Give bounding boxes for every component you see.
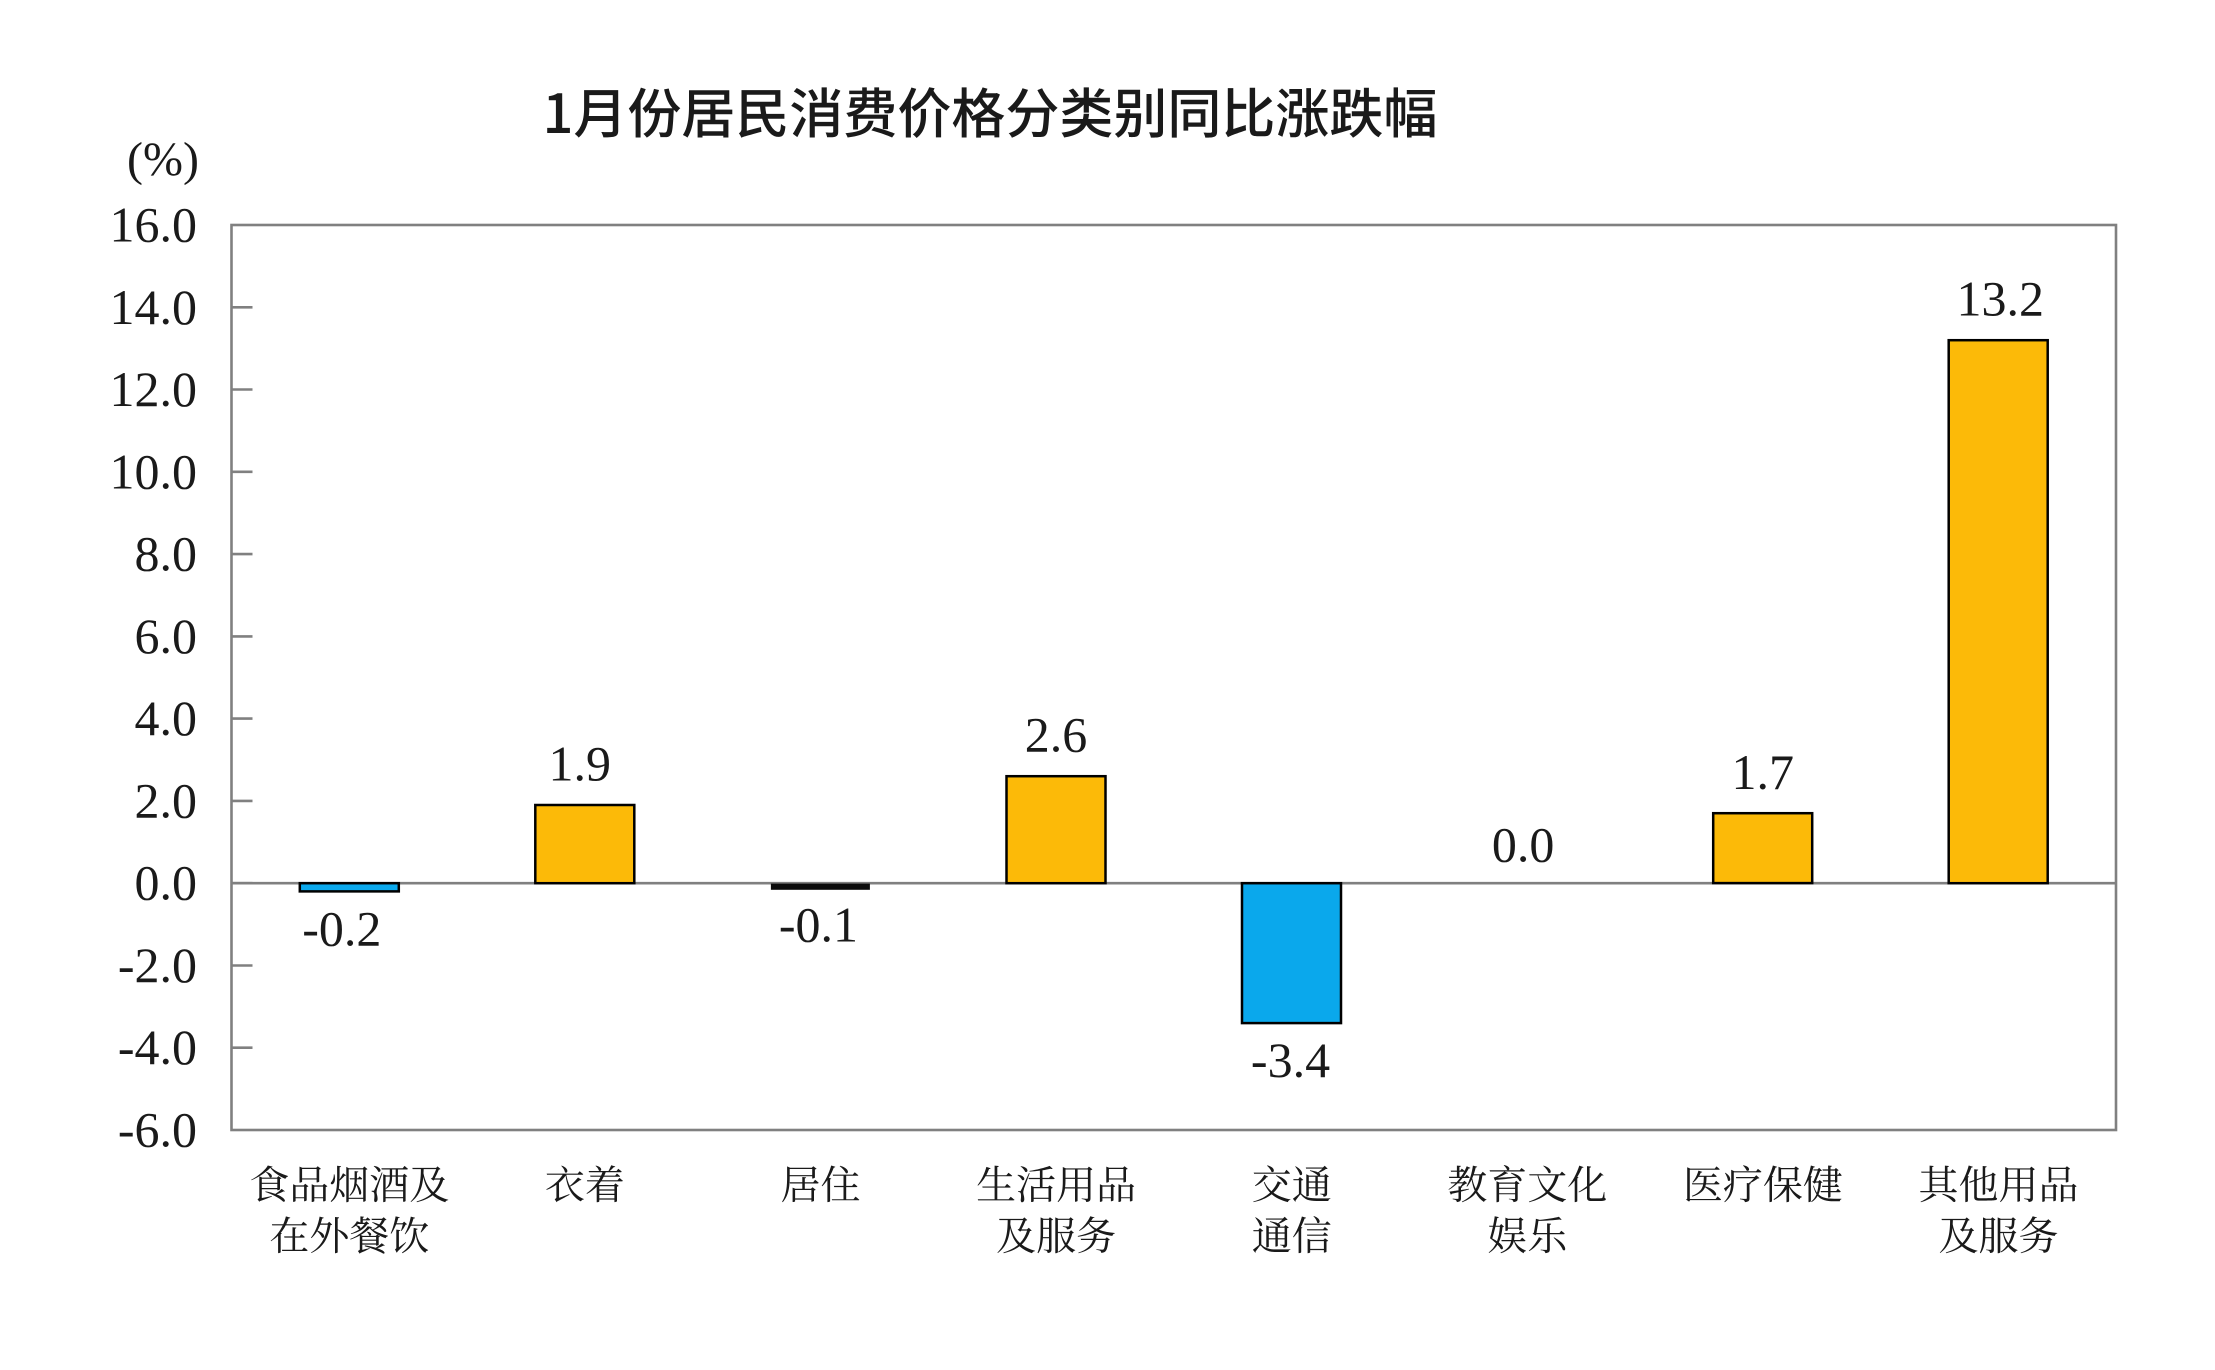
svg-text:12.0: 12.0 [110, 361, 198, 417]
svg-text:-4.0: -4.0 [118, 1019, 197, 1075]
svg-text:6.0: 6.0 [135, 608, 198, 664]
svg-text:14.0: 14.0 [110, 279, 198, 335]
svg-text:16.0: 16.0 [110, 197, 198, 253]
svg-text:-6.0: -6.0 [118, 1102, 197, 1158]
svg-text:4.0: 4.0 [135, 690, 198, 746]
svg-text:2.0: 2.0 [135, 772, 198, 828]
svg-text:-0.2: -0.2 [302, 900, 381, 956]
svg-text:13.2: 13.2 [1956, 271, 2044, 327]
svg-text:10.0: 10.0 [110, 443, 198, 499]
svg-text:2.6: 2.6 [1025, 707, 1088, 763]
svg-text:-3.4: -3.4 [1251, 1032, 1330, 1088]
svg-text:-2.0: -2.0 [118, 937, 197, 993]
svg-text:1.7: 1.7 [1731, 744, 1794, 800]
svg-text:1.9: 1.9 [549, 736, 612, 792]
svg-text:8.0: 8.0 [135, 526, 198, 582]
svg-text:(%): (%) [127, 133, 199, 186]
svg-text:0.0: 0.0 [135, 855, 198, 911]
svg-text:-0.1: -0.1 [779, 896, 858, 952]
svg-text:0.0: 0.0 [1492, 817, 1555, 873]
